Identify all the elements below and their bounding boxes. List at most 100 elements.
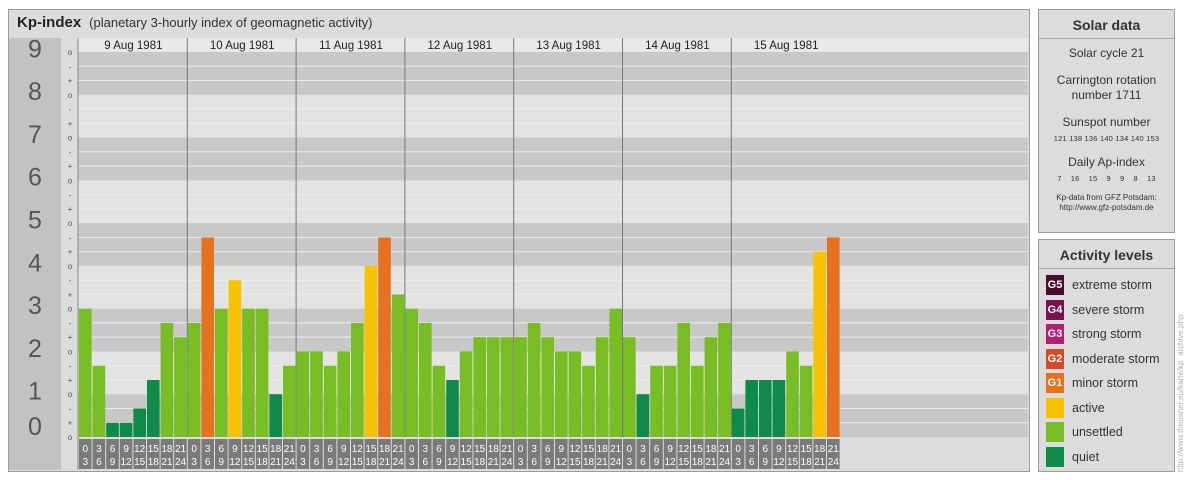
kp-bar [310, 351, 323, 437]
interval-box [133, 439, 146, 469]
interval-end-label: 9 [327, 457, 333, 468]
interval-start-label: 18 [597, 444, 609, 455]
interval-start-label: 6 [110, 444, 116, 455]
interval-end-label: 21 [705, 457, 717, 468]
y-tick-label: 5 [28, 207, 42, 235]
kp-bar [636, 394, 650, 437]
interval-box [283, 439, 296, 469]
legend-item: G3 strong storm [1046, 324, 1141, 344]
interval-end-label: 21 [379, 457, 391, 468]
interval-box [351, 439, 364, 469]
interval-end-label: 18 [474, 457, 486, 468]
kp-bar [650, 365, 663, 437]
interval-end-label: 18 [365, 457, 377, 468]
interval-end-label: 15 [352, 457, 364, 468]
interval-box [378, 439, 391, 469]
minor-tick-mark: - [69, 191, 72, 200]
source-credit: Kp-data from GFZ Potsdam: [1056, 193, 1157, 202]
interval-end-label: 24 [393, 457, 405, 468]
interval-start-label: 15 [365, 444, 377, 455]
interval-end-label: 12 [338, 457, 350, 468]
interval-start-label: 15 [148, 444, 160, 455]
minor-tick-mark: + [68, 419, 73, 428]
minor-tick-mark: + [68, 290, 73, 299]
interval-box [514, 439, 527, 469]
kp-bar [527, 322, 541, 437]
minor-tick-mark: - [69, 404, 72, 413]
interval-box [296, 439, 310, 469]
interval-end-label: 9 [545, 457, 551, 468]
kp-bar [133, 408, 146, 437]
interval-box [704, 439, 718, 469]
interval-box [582, 439, 595, 469]
legend-item: G2 moderate storm [1046, 348, 1160, 369]
interval-end-label: 24 [175, 457, 187, 468]
legend-label: extreme storm [1072, 278, 1152, 292]
interval-end-label: 9 [219, 457, 225, 468]
interval-start-label: 0 [518, 444, 524, 455]
interval-end-label: 12 [773, 457, 785, 468]
interval-end-label: 3 [735, 457, 741, 468]
source-link[interactable]: http://www.gfz-potsdam.de [1059, 203, 1154, 212]
interval-end-label: 21 [270, 457, 282, 468]
kp-bar [595, 337, 609, 437]
kp-bar [677, 322, 690, 437]
interval-start-label: 3 [423, 444, 429, 455]
interval-start-label: 18 [270, 444, 282, 455]
interval-start-label: 6 [327, 444, 333, 455]
kp-bar [555, 351, 568, 437]
minor-tick-mark: + [68, 162, 73, 171]
kp-bar [704, 337, 718, 437]
minor-tick-mark: o [68, 305, 73, 314]
solar-data-title: Solar data [1039, 10, 1174, 39]
kp-bar [473, 337, 486, 437]
legend-item: active [1046, 397, 1105, 418]
interval-end-label: 6 [205, 457, 211, 468]
minor-tick-mark: - [69, 148, 72, 157]
interval-box [405, 439, 418, 469]
date-row-background [78, 38, 1028, 52]
interval-start-label: 18 [814, 444, 826, 455]
legend-label: minor storm [1072, 376, 1138, 390]
kp-bar [283, 365, 296, 437]
legend-item: unsettled [1046, 422, 1123, 442]
legend-label: severe storm [1072, 302, 1145, 317]
interval-start-label: 9 [341, 444, 347, 455]
kp-bar [255, 308, 269, 437]
solar-cycle: Solar cycle 21 [1068, 46, 1145, 60]
interval-box [147, 439, 160, 469]
legend-item: G4 severe storm [1046, 299, 1145, 320]
interval-start-label: 0 [735, 444, 741, 455]
interval-box [255, 439, 269, 469]
interval-end-label: 9 [654, 457, 660, 468]
interval-start-label: 0 [409, 444, 415, 455]
interval-box [92, 439, 106, 469]
interval-end-label: 15 [787, 457, 799, 468]
interval-box [487, 439, 500, 469]
interval-box [799, 439, 813, 469]
carrington-rotation-number: number 1711 [1071, 88, 1142, 102]
kp-bar [228, 280, 242, 437]
kp-bar [351, 322, 364, 437]
kp-band [78, 265, 1028, 309]
kp-band [78, 52, 1028, 95]
interval-end-label: 3 [300, 457, 306, 468]
legend-label: strong storm [1072, 327, 1142, 341]
interval-box [650, 439, 663, 469]
kp-bar [92, 365, 106, 437]
interval-end-label: 6 [314, 457, 320, 468]
legend-swatch: G1 [1046, 373, 1064, 393]
minor-tick-mark: + [68, 205, 73, 214]
interval-end-label: 6 [531, 457, 537, 468]
minor-tick-mark: - [69, 233, 72, 242]
kp-bar [786, 351, 799, 437]
legend-swatch: G2 [1046, 348, 1064, 369]
interval-start-label: 6 [763, 444, 769, 455]
legend-swatch: G4 [1046, 299, 1064, 320]
minor-tick-mark: - [69, 62, 72, 71]
interval-start-label: 12 [787, 444, 799, 455]
interval-start-label: 21 [501, 444, 513, 455]
interval-start-label: 6 [654, 444, 660, 455]
interval-start-label: 21 [610, 444, 622, 455]
activity-levels-title: Activity levels [1039, 240, 1174, 269]
